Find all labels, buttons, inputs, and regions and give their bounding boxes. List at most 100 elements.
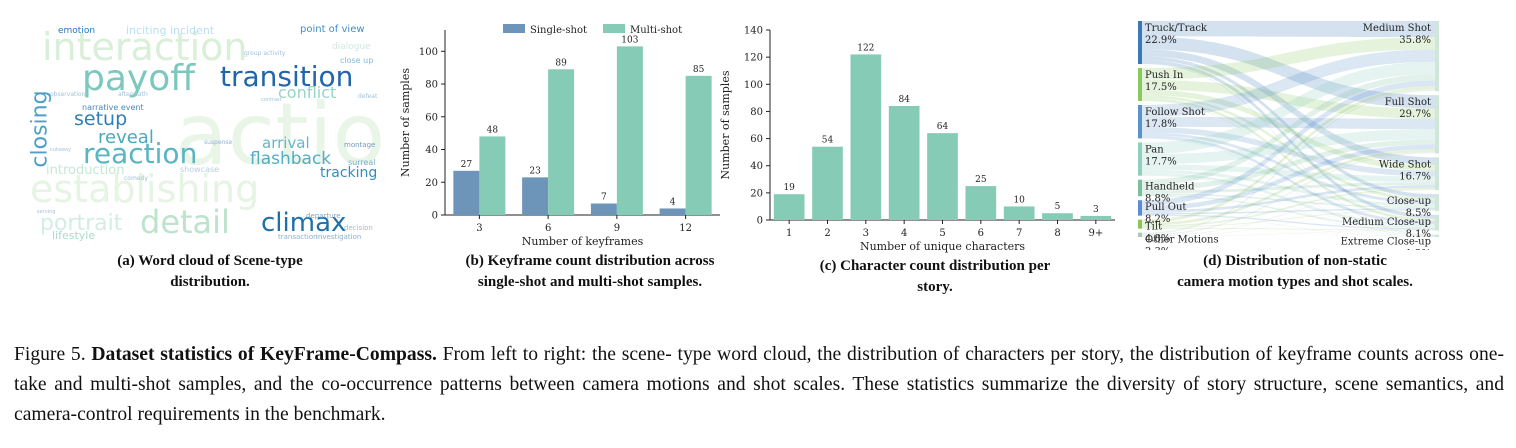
y-tick-label: 100 xyxy=(744,80,763,91)
x-tick-label: 1 xyxy=(786,228,792,239)
bar xyxy=(850,54,882,220)
sankey-target-node xyxy=(1435,21,1439,92)
figure-caption-prefix: Figure 5. xyxy=(14,344,92,365)
sankey-flow xyxy=(1142,187,1435,228)
y-axis-label: Number of samples xyxy=(719,70,732,179)
sankey-flow xyxy=(1142,144,1435,211)
sankey-flow xyxy=(1142,185,1435,213)
sankey-flow xyxy=(1142,138,1435,237)
sankey-target-pct: 8.1% xyxy=(1406,229,1431,240)
word-cloud-word: point of view xyxy=(300,24,365,35)
y-tick-label: 60 xyxy=(750,134,763,145)
bar-single-shot xyxy=(453,170,480,215)
y-tick-label: 100 xyxy=(419,47,438,58)
sankey-target-node xyxy=(1435,234,1439,237)
sankey-source-label: Follow Shot xyxy=(1145,107,1205,118)
sankey-flow xyxy=(1142,21,1435,38)
sankey-source-node xyxy=(1138,142,1142,176)
word-cloud: action interaction establishing payoff trans… xyxy=(30,14,385,246)
keyframe-count-chart: 0 20 40 60 80 100 3 27 48 6 23 89 9 7 103 12 4 85 Number o… xyxy=(399,24,720,248)
word-cloud-word: emotion xyxy=(58,26,96,36)
sankey-source-pct: 2.3% xyxy=(1145,247,1170,250)
bar-value-label: 84 xyxy=(898,95,910,105)
sankey-source-pct: 22.9% xyxy=(1145,35,1177,46)
word-cloud-word: closing xyxy=(30,90,53,168)
x-tick-label: 9 xyxy=(614,223,620,234)
bar-value-label: 64 xyxy=(937,122,949,132)
panel-b-caption-line2: single-shot and multi-shot samples. xyxy=(477,274,703,290)
word-cloud-word: introduction xyxy=(46,163,125,178)
sankey-flow xyxy=(1142,175,1435,237)
character-count-chart: 0 20 40 60 80 100 120 140 19 1 54 2 122 3 84 4 64 5 25 6 10 7… xyxy=(719,26,1115,253)
sankey-flow xyxy=(1142,49,1435,165)
word-cloud-word: reaction xyxy=(83,137,198,170)
word-cloud-word: montage xyxy=(344,141,376,149)
x-tick-label: 4 xyxy=(901,228,907,239)
word-cloud-word: narrative event xyxy=(82,103,144,112)
panel-d-caption-line1: (d) Distribution of non-static xyxy=(1203,253,1387,269)
sankey-source-node xyxy=(1138,68,1142,101)
word-cloud-word: action xyxy=(175,85,385,185)
word-cloud-word: decision xyxy=(344,224,373,232)
x-tick-label: 9+ xyxy=(1088,228,1103,239)
y-tick-label: 20 xyxy=(425,178,438,189)
sankey-flow xyxy=(1142,208,1435,215)
x-tick-label: 7 xyxy=(1016,228,1022,239)
sankey-flow xyxy=(1142,182,1435,194)
bar xyxy=(888,106,920,220)
sankey-flow xyxy=(1142,132,1435,204)
sankey-flow xyxy=(1142,89,1435,235)
legend-label: Multi-shot xyxy=(630,25,682,36)
sankey-source-label: Tilt xyxy=(1145,222,1162,233)
sankey-flow xyxy=(1142,79,1435,119)
sankey-flow xyxy=(1142,193,1435,209)
word-cloud-word: payoff xyxy=(82,58,196,99)
panel-d-caption-line2: camera motion types and shot scales. xyxy=(1177,274,1413,290)
figure-caption-title: Dataset statistics of KeyFrame-Compass. xyxy=(91,344,437,365)
panel-b-caption: (b) Keyframe count distribution across s… xyxy=(420,251,760,293)
word-cloud-word: interaction xyxy=(42,25,248,69)
sankey-source-pct: 17.8% xyxy=(1145,119,1177,130)
sankey-flows xyxy=(1142,21,1435,237)
word-cloud-word: reveal xyxy=(98,127,154,148)
sankey-flow xyxy=(1142,97,1435,222)
sankey-flow xyxy=(1142,172,1435,227)
sankey-flow xyxy=(1142,196,1435,237)
sankey-flow xyxy=(1142,152,1435,236)
x-axis-label: Number of unique characters xyxy=(860,240,1025,253)
word-cloud-word: establishing xyxy=(30,167,260,211)
word-cloud-word: comedy xyxy=(124,175,148,182)
word-cloud-word: transaction xyxy=(278,233,318,241)
panel-d-caption: (d) Distribution of non-static camera mo… xyxy=(1125,251,1465,293)
bar-value-label: 85 xyxy=(693,65,705,75)
y-tick-label: 140 xyxy=(744,26,763,37)
sankey-target-label: Full Shot xyxy=(1385,97,1431,108)
sankey-flow xyxy=(1142,215,1435,237)
word-cloud-word: setup xyxy=(74,108,128,130)
bar-value-label: 3 xyxy=(1093,205,1099,215)
sankey-flow xyxy=(1142,189,1435,237)
bar xyxy=(927,133,958,220)
y-tick-label: 20 xyxy=(750,188,763,199)
word-cloud-word: observation xyxy=(50,91,86,98)
panel-c-caption-line2: story. xyxy=(917,279,953,295)
sankey-source-label: Truck/Track xyxy=(1145,23,1208,34)
sankey-target-pct: 29.7% xyxy=(1399,109,1431,120)
y-tick-label: 0 xyxy=(432,211,438,222)
sankey-flow xyxy=(1142,135,1435,225)
sankey-source-node xyxy=(1138,179,1142,197)
y-axis-label: Number of samples xyxy=(399,68,412,177)
bar-value-label: 4 xyxy=(670,197,676,207)
x-axis-label: Number of keyframes xyxy=(522,235,644,248)
bar xyxy=(965,186,997,220)
x-tick-label: 5 xyxy=(939,228,945,239)
bar-value-label: 7 xyxy=(601,193,607,203)
x-tick-label: 3 xyxy=(863,228,869,239)
word-cloud-word: lifestyle xyxy=(52,229,96,242)
sankey-flow xyxy=(1142,209,1435,228)
sankey-flow xyxy=(1142,214,1435,230)
sankey-source-node xyxy=(1138,200,1142,216)
sankey-flow xyxy=(1142,230,1435,237)
sankey-flow xyxy=(1142,228,1435,237)
sankey-target-node xyxy=(1435,214,1439,231)
